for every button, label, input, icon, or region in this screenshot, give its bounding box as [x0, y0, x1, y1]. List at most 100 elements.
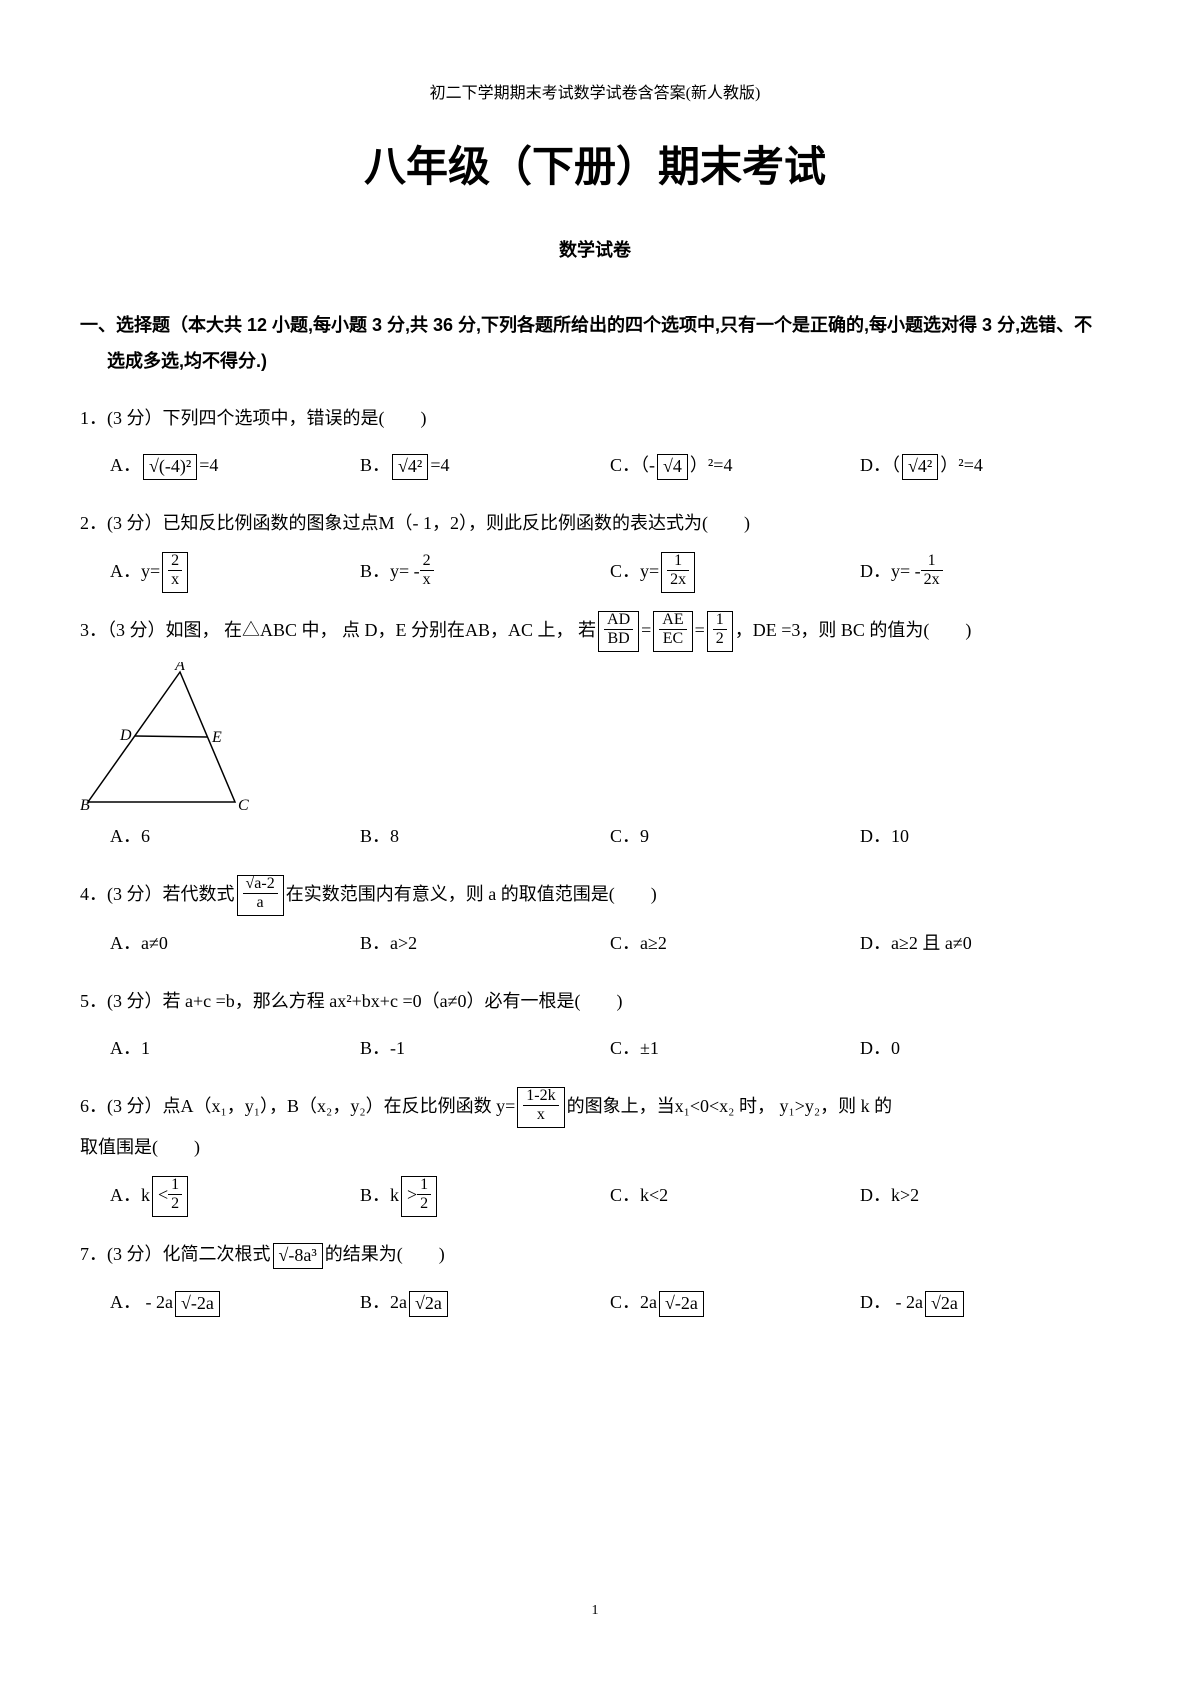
q7-options: A． - 2a√-2a B．2a√2a C．2a√-2a D． - 2a√2a — [80, 1283, 1110, 1323]
ineq-box-icon: >12 — [401, 1176, 437, 1217]
q7-stem-pre: 7．(3 分）化简二次根式 — [80, 1244, 271, 1264]
q2-d: D．y= - — [860, 561, 921, 581]
q1-c-post: ）²=4 — [690, 455, 733, 475]
den: x — [523, 1106, 558, 1124]
question-2: 2．(3 分）已知反比例函数的图象过点M（- 1，2），则此反比例函数的表达式为… — [80, 504, 1110, 593]
q2-opt-a: A．y=2x — [110, 552, 360, 593]
question-5: 5．(3 分）若 a+c =b，那么方程 ax²+bx+c =0（a≠0）必有一… — [80, 982, 1110, 1069]
q7-opt-c: C．2a√-2a — [610, 1283, 860, 1323]
sqrt-box-icon: √4² — [392, 454, 428, 480]
question-7: 7．(3 分）化简二次根式√-8a³的结果为( ) A． - 2a√-2a B．… — [80, 1235, 1110, 1322]
svg-text:E: E — [211, 729, 222, 746]
gt: > — [407, 1185, 417, 1205]
q1-c-pre: C．（- — [610, 455, 655, 475]
question-6: 6．(3 分）点A（x₁，y₁），B（x₂，y₂）在反比例函数 y=1-2kx的… — [80, 1087, 1110, 1217]
q3-stem-pre: 3．（3 分）如图， 在△ABC 中， 点 D，E 分别在AB，AC 上， 若 — [80, 620, 596, 640]
frac-box-icon: 12x — [661, 552, 695, 593]
sqrt-box-icon: √(-4)² — [143, 454, 197, 480]
q1-d-pre: D．（ — [860, 455, 900, 475]
num: AE — [659, 611, 686, 630]
q2-opt-c: C．y=12x — [610, 552, 860, 593]
lt: < — [158, 1185, 168, 1205]
q5-opt-d: D．0 — [860, 1029, 1110, 1069]
q4-opt-b: B．a>2 — [360, 924, 610, 964]
q1-b-post: =4 — [430, 455, 449, 475]
q4-options: A．a≠0 B．a>2 C．a≥2 D．a≥2 且 a≠0 — [80, 924, 1110, 964]
q4-opt-d: D．a≥2 且 a≠0 — [860, 924, 1110, 964]
q6-opt-d: D．k>2 — [860, 1176, 1110, 1217]
q1-opt-b: B．√4²=4 — [360, 446, 610, 486]
den: 2 — [713, 630, 727, 648]
ineq-box-icon: <12 — [152, 1176, 188, 1217]
sqrt-4sq2: 4² — [918, 456, 932, 476]
q5-stem: 5．(3 分）若 a+c =b，那么方程 ax²+bx+c =0（a≠0）必有一… — [80, 982, 1110, 1022]
q2-opt-b: B．y= -2x — [360, 552, 610, 593]
q7-b: B．2a — [360, 1292, 407, 1312]
q3-stem: 3．（3 分）如图， 在△ABC 中， 点 D，E 分别在AB，AC 上， 若 A… — [80, 611, 1110, 652]
q1-a-post: =4 — [199, 455, 218, 475]
num: 1-2k — [523, 1087, 558, 1106]
q3-stem-post: ，DE =3，则 BC 的值为( ) — [735, 620, 972, 640]
sqrt-4sq: 4² — [408, 456, 422, 476]
q3-opt-d: D．10 — [860, 817, 1110, 857]
q2-b: B．y= - — [360, 561, 420, 581]
sqrt-neg4sq: (-4)² — [159, 456, 191, 476]
q7-stem-post: 的结果为( ) — [325, 1244, 445, 1264]
den: 2 — [417, 1195, 431, 1213]
svg-text:C: C — [238, 797, 249, 812]
q7-d: D． - 2a — [860, 1292, 923, 1312]
q5-opt-b: B．‑1 — [360, 1029, 610, 1069]
q7-c: C．2a — [610, 1292, 657, 1312]
q3-options: A．6 B．8 C．9 D．10 — [80, 817, 1110, 857]
q1-stem: 1．(3 分）下列四个选项中，错误的是( ) — [80, 399, 1110, 439]
svg-text:D: D — [119, 727, 132, 744]
sqrt-box-icon: √-8a³ — [273, 1243, 323, 1269]
q7-stem: 7．(3 分）化简二次根式√-8a³的结果为( ) — [80, 1235, 1110, 1275]
den: EC — [659, 630, 686, 648]
q6-opt-c: C．k<2 — [610, 1176, 860, 1217]
den: a — [243, 894, 278, 912]
q6-options: A．k<12 B．k>12 C．k<2 D．k>2 — [80, 1176, 1110, 1217]
frac-box-icon: 2x — [162, 552, 188, 593]
den: 2x — [921, 571, 943, 589]
frac-icon: 2x — [420, 552, 434, 589]
sqrt-2a: 2a — [425, 1293, 442, 1313]
q4-stem: 4．(3 分）若代数式√a-2a在实数范围内有意义，则 a 的取值范围是( ) — [80, 875, 1110, 916]
q4-opt-c: C．a≥2 — [610, 924, 860, 964]
q2-a: A．y= — [110, 561, 160, 581]
question-1: 1．(3 分）下列四个选项中，错误的是( ) A．√(-4)²=4 B．√4²=… — [80, 399, 1110, 486]
num: √a-2 — [243, 875, 278, 894]
q1-d-post: ）²=4 — [940, 455, 983, 475]
frac-box-icon: 1-2kx — [517, 1087, 564, 1128]
q1-opt-c: C．（-√4）²=4 — [610, 446, 860, 486]
sqrt-box-icon: √2a — [409, 1291, 448, 1317]
num: 1 — [667, 552, 689, 571]
q4-stem-post: 在实数范围内有意义，则 a 的取值范围是( ) — [286, 884, 657, 904]
num: 2 — [420, 552, 434, 571]
question-3: 3．（3 分）如图， 在△ABC 中， 点 D，E 分别在AB，AC 上， 若 A… — [80, 611, 1110, 857]
q2-options: A．y=2x B．y= -2x C．y=12x D．y= -12x — [80, 552, 1110, 593]
q1-opt-d: D．（√4²）²=4 — [860, 446, 1110, 486]
q6-stem: 6．(3 分）点A（x₁，y₁），B（x₂，y₂）在反比例函数 y=1-2kx的… — [80, 1087, 1110, 1168]
q3-opt-b: B．8 — [360, 817, 610, 857]
q1-b-pre: B． — [360, 455, 390, 475]
q6-b: B．k — [360, 1185, 399, 1205]
num: 1 — [417, 1176, 431, 1195]
section-heading-1: 一、选择题（本大共 12 小题,每小题 3 分,共 36 分,下列各题所给出的四… — [80, 307, 1110, 379]
q7-opt-d: D． - 2a√2a — [860, 1283, 1110, 1323]
frac-box-icon: AEEC — [653, 611, 692, 652]
sqrt-box-icon: √-2a — [659, 1291, 704, 1317]
page-header: 初二下学期期末考试数学试卷含答案(新人教版) — [80, 80, 1110, 109]
triangle-diagram-icon: A D E B C — [80, 662, 250, 812]
den: 2 — [168, 1195, 182, 1213]
q5-options: A．1 B．‑1 C．±1 D．0 — [80, 1029, 1110, 1069]
q1-opt-a: A．√(-4)²=4 — [110, 446, 360, 486]
main-title: 八年级（下册）期末考试 — [80, 129, 1110, 205]
q5-opt-c: C．±1 — [610, 1029, 860, 1069]
q6-stem-line2: 取值围是( ) — [80, 1128, 1110, 1168]
den: 2x — [667, 571, 689, 589]
den: x — [168, 571, 182, 589]
q1-options: A．√(-4)²=4 B．√4²=4 C．（-√4）²=4 D．（√4²）²=4 — [80, 446, 1110, 486]
den: BD — [604, 630, 633, 648]
sqrt-neg2a2: -2a — [675, 1293, 698, 1313]
